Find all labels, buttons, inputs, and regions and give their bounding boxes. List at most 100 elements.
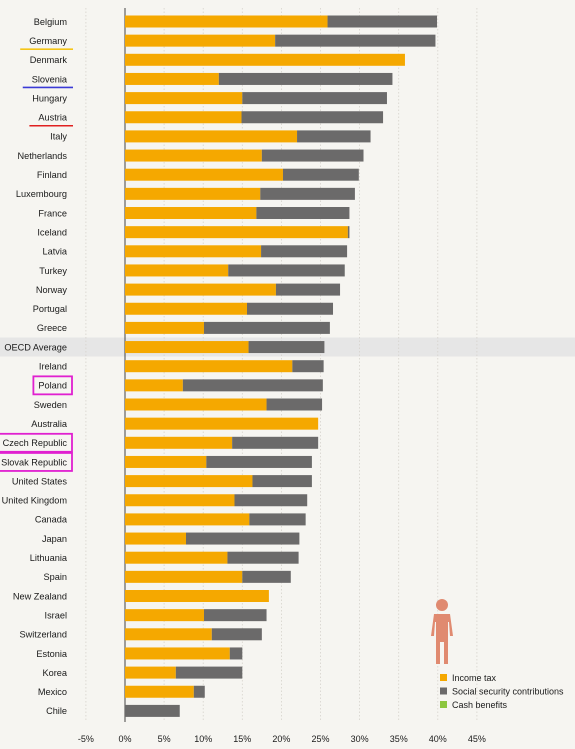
bar-social-security-contributions-lithuania	[227, 551, 299, 564]
bar-social-security-contributions-slovak-republic	[206, 455, 312, 468]
bar-income-tax-italy	[125, 130, 298, 143]
category-label-austria: Austria	[38, 113, 67, 123]
category-label-france: France	[38, 208, 67, 218]
bar-income-tax-israel	[125, 609, 204, 622]
category-label-estonia: Estonia	[36, 649, 68, 659]
bar-income-tax-latvia	[125, 245, 262, 258]
bar-income-tax-sweden	[125, 398, 267, 411]
bar-social-security-contributions-turkey	[228, 264, 345, 277]
category-label-ireland: Ireland	[39, 362, 67, 372]
category-label-finland: Finland	[37, 170, 67, 180]
category-label-canada: Canada	[35, 515, 68, 525]
bar-income-tax-united-states	[125, 475, 253, 488]
legend: Income tax Social security contributions C…	[440, 673, 564, 710]
category-label-germany: Germany	[29, 36, 67, 46]
category-label-iceland: Iceland	[37, 227, 67, 237]
category-label-israel: Israel	[45, 610, 67, 620]
bar-social-security-contributions-greece	[203, 321, 330, 334]
category-label-spain: Spain	[44, 572, 68, 582]
x-tick-labels: -5% 0% 5% 10% 15% 20% 25% 30% 35% 40% 45%	[78, 734, 486, 744]
label-box-poland	[32, 375, 73, 396]
category-label-chile: Chile	[46, 706, 67, 716]
x-tick-label: 10%	[194, 734, 212, 744]
bar-social-security-contributions-belgium	[327, 15, 438, 28]
bar-social-security-contributions-switzerland	[211, 628, 262, 641]
bar-income-tax-poland	[125, 379, 183, 392]
category-label-norway: Norway	[36, 285, 68, 295]
bar-income-tax-hungary	[125, 92, 243, 105]
x-tick-label: 30%	[351, 734, 369, 744]
person-figure-icon	[431, 599, 453, 664]
category-label-united-states: United States	[12, 476, 68, 486]
category-label-czech-republic: Czech Republic	[3, 438, 68, 448]
bar-income-tax-denmark	[125, 53, 405, 66]
bar-social-security-contributions-finland	[282, 168, 359, 181]
bar-social-security-contributions-france	[256, 207, 350, 219]
person-figure-head	[436, 599, 448, 611]
bar-income-tax-finland	[125, 168, 283, 181]
x-tick-label: 20%	[272, 734, 290, 744]
bar-social-security-contributions-norway	[275, 283, 341, 296]
person-figure-body	[431, 614, 453, 664]
category-label-denmark: Denmark	[30, 55, 68, 65]
bar-income-tax-switzerland	[125, 628, 212, 641]
bar-income-tax-lithuania	[125, 551, 228, 564]
bar-social-security-contributions-czech-republic	[232, 436, 319, 449]
bar-income-tax-united-kingdom	[125, 494, 235, 507]
legend-label-social-security-contributions: Social security contributions	[452, 687, 564, 697]
x-tick-label: 15%	[233, 734, 251, 744]
bar-income-tax-turkey	[125, 264, 229, 277]
bar-income-tax-luxembourg	[125, 187, 261, 200]
category-label-new-zealand: New Zealand	[13, 591, 67, 601]
bar-social-security-contributions-united-states	[252, 475, 312, 488]
category-label-mexico: Mexico	[38, 687, 67, 697]
bar-social-security-contributions-iceland	[347, 226, 350, 239]
bar-social-security-contributions-luxembourg	[260, 187, 355, 200]
bar-social-security-contributions-oecd-average	[248, 341, 325, 354]
category-label-united-kingdom: United Kingdom	[2, 496, 68, 506]
x-tick-label: 35%	[390, 734, 408, 744]
bar-social-security-contributions-israel	[203, 609, 267, 622]
bar-social-security-contributions-japan	[185, 532, 300, 545]
category-label-japan: Japan	[42, 534, 67, 544]
bar-income-tax-spain	[125, 570, 243, 583]
bar-social-security-contributions-slovenia	[218, 72, 393, 85]
bar-income-tax-norway	[125, 283, 276, 296]
legend-swatch-social-security-contributions	[440, 687, 447, 695]
label-box-czech-republic	[0, 432, 73, 453]
bar-income-tax-mexico	[125, 685, 194, 698]
x-tick-label: 25%	[311, 734, 329, 744]
bar-social-security-contributions-latvia	[261, 245, 348, 258]
bar-income-tax-czech-republic	[125, 436, 233, 449]
category-label-belgium: Belgium	[34, 17, 68, 27]
bar-income-tax-belgium	[125, 15, 328, 28]
label-box-slovak-republic	[0, 452, 73, 472]
bar-social-security-contributions-korea	[175, 666, 243, 679]
category-label-sweden: Sweden	[34, 400, 67, 410]
category-label-portugal: Portugal	[33, 304, 67, 314]
bar-income-tax-japan	[125, 532, 186, 545]
bar-income-tax-france	[125, 207, 257, 219]
bar-social-security-contributions-united-kingdom	[234, 494, 308, 507]
bar-income-tax-slovak-republic	[125, 455, 207, 468]
bar-income-tax-canada	[125, 513, 250, 526]
category-label-luxembourg: Luxembourg	[16, 189, 67, 199]
category-label-lithuania: Lithuania	[30, 553, 68, 563]
bar-income-tax-ireland	[125, 360, 293, 373]
bar-social-security-contributions-italy	[297, 130, 371, 143]
legend-swatch-income-tax	[440, 674, 447, 681]
bar-income-tax-slovenia	[125, 72, 219, 85]
bar-social-security-contributions-poland	[182, 379, 323, 392]
category-label-greece: Greece	[37, 323, 67, 333]
x-tick-label: 0%	[118, 734, 131, 744]
bar-social-security-contributions-estonia	[229, 647, 243, 660]
category-label-turkey: Turkey	[39, 266, 67, 276]
category-label-netherlands: Netherlands	[17, 151, 67, 161]
x-tick-label: 40%	[429, 734, 447, 744]
legend-label-cash-benefits: Cash benefits	[452, 700, 508, 710]
bar-income-tax-australia	[125, 417, 319, 430]
bar-income-tax-new-zealand	[125, 590, 269, 602]
bar-income-tax-iceland	[125, 226, 348, 239]
category-labels: Belgium Germany Denmark Slovenia Hungary Aust…	[0, 17, 73, 716]
